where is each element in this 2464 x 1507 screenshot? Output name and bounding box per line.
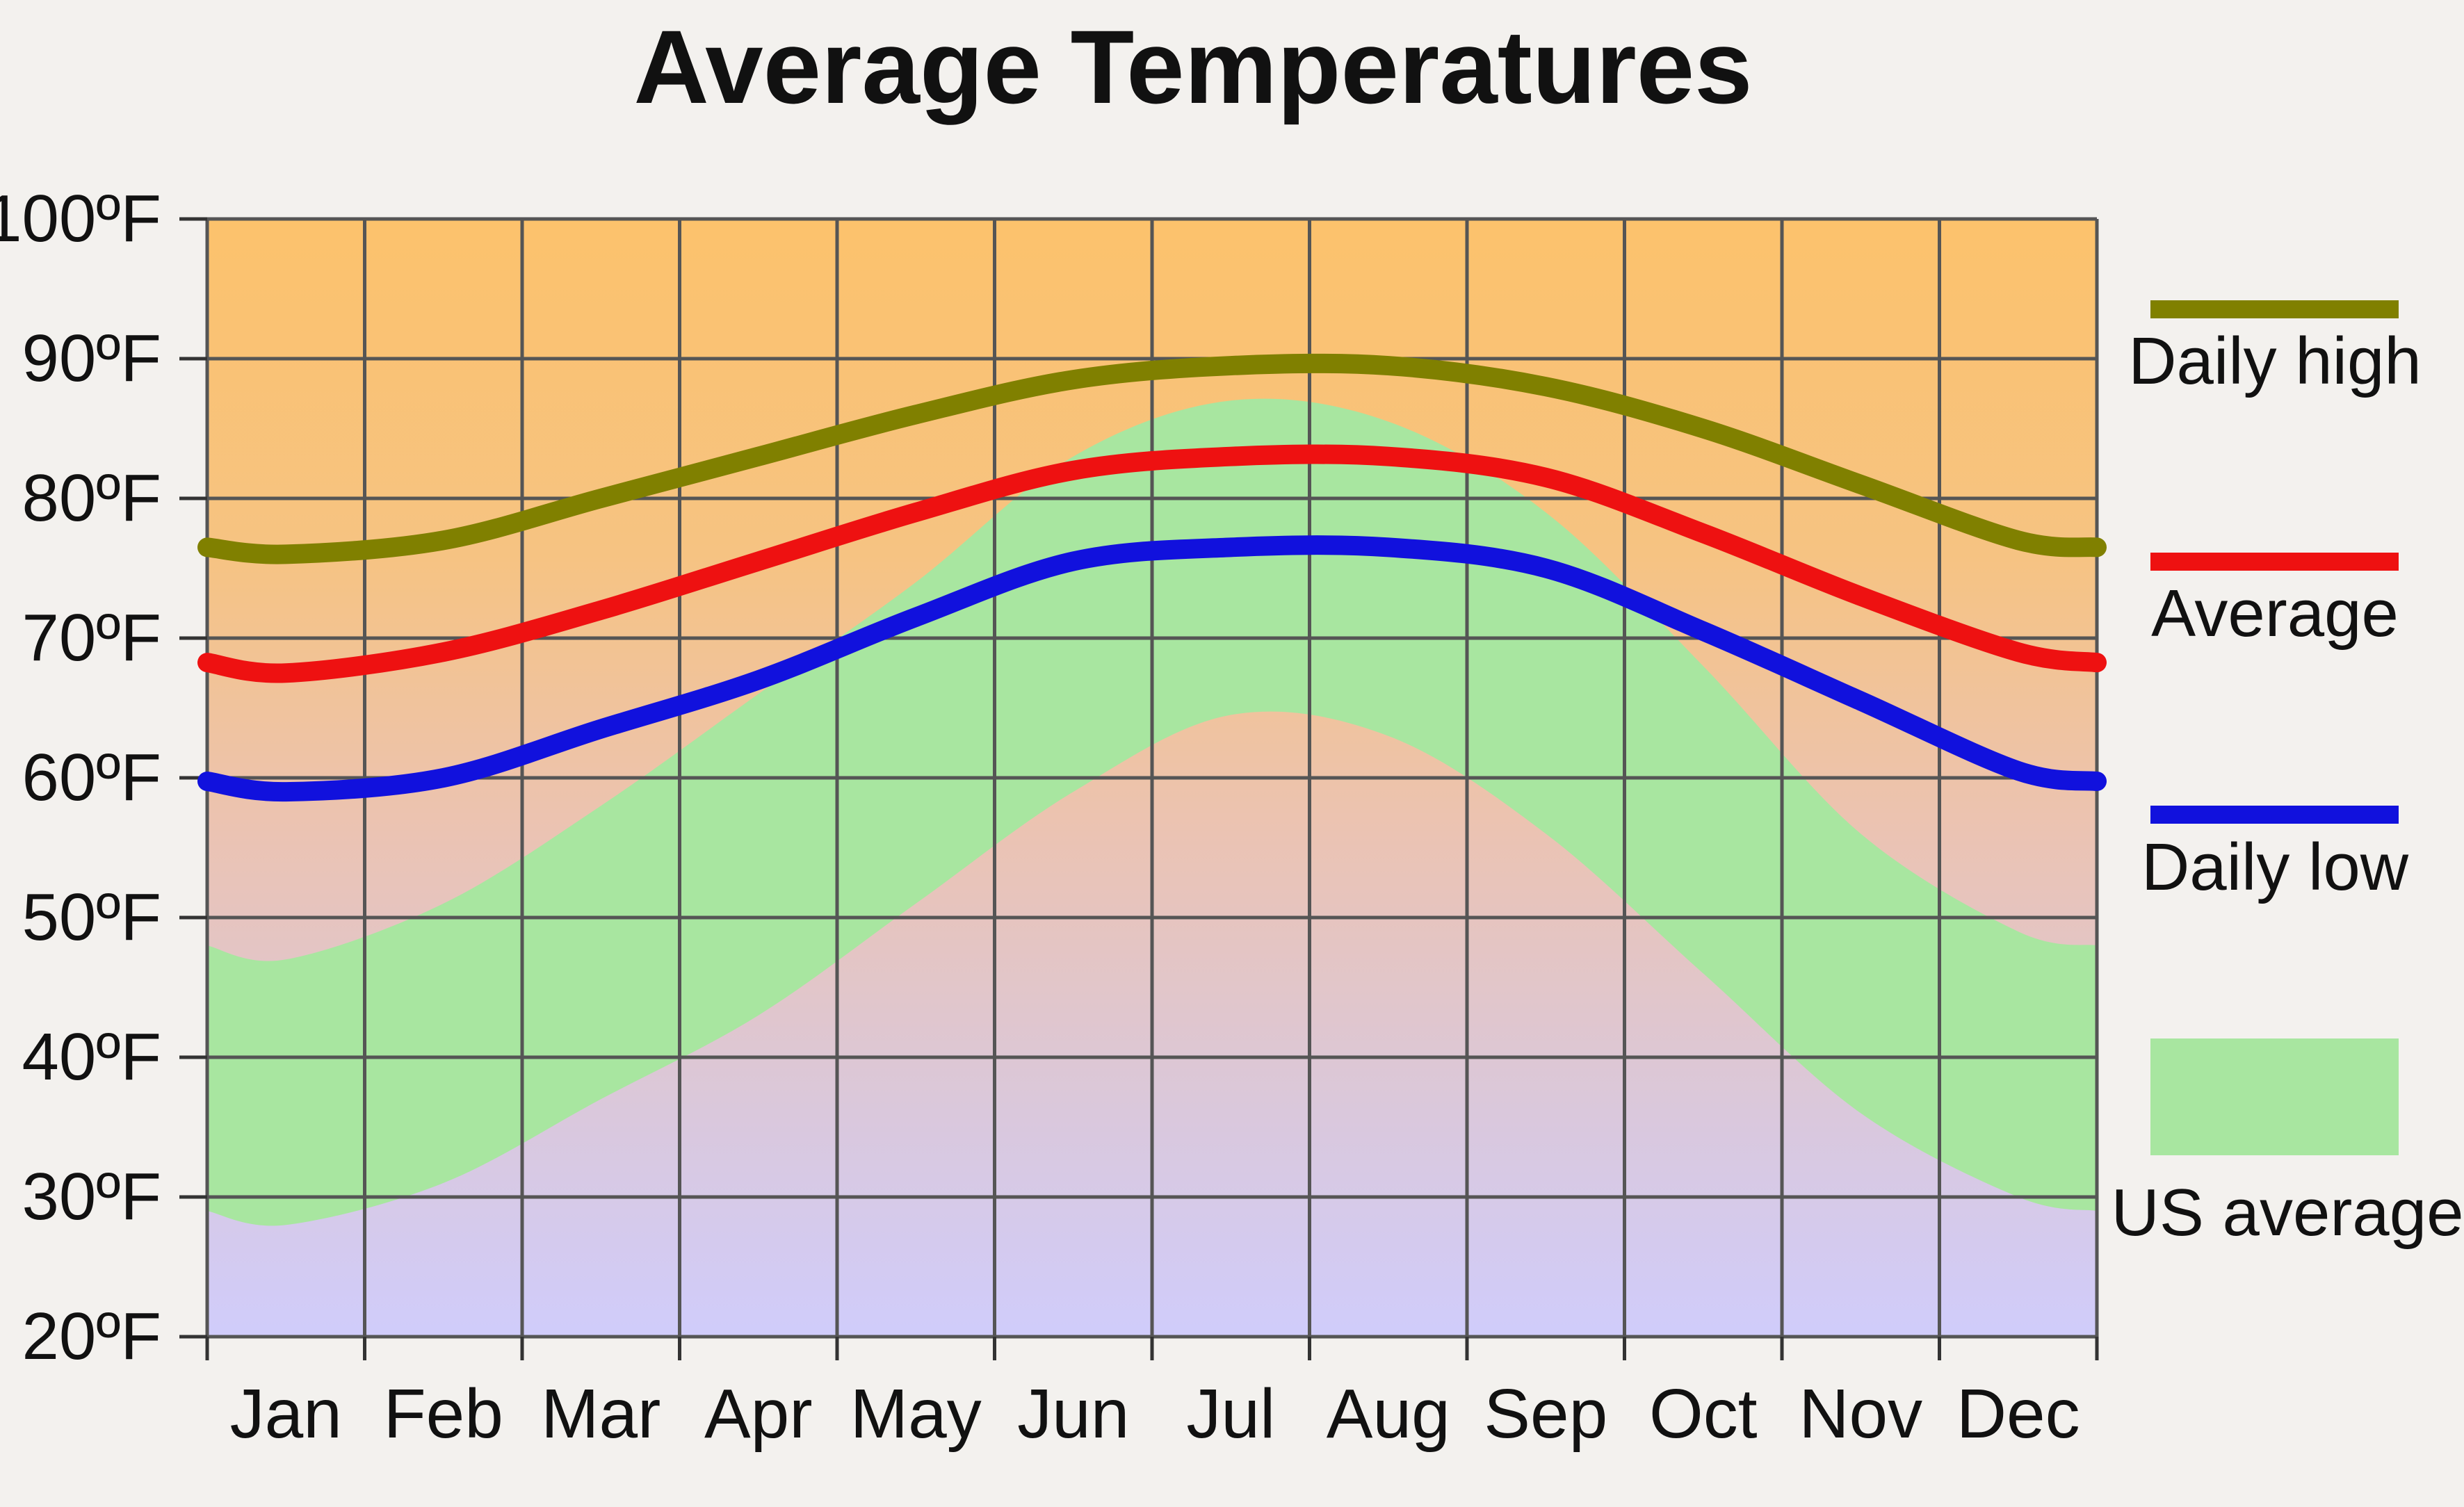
x-tick-label: Apr	[704, 1375, 813, 1453]
chart-title: Average Temperatures	[633, 8, 1752, 125]
x-tick-label: Jun	[1017, 1375, 1129, 1453]
y-tick-label: 60ºF	[22, 740, 161, 815]
y-tick-label: 80ºF	[22, 461, 161, 535]
x-tick-label: Feb	[384, 1375, 503, 1453]
legend-label: US average	[2112, 1175, 2464, 1250]
grid	[205, 217, 2099, 1339]
series-lines	[197, 353, 2107, 802]
y-axis-ticks: 100ºF 90ºF 80ºF 70ºF 60ºF 50ºF 40ºF 30ºF 20ºF	[0, 181, 207, 1374]
series-line	[197, 535, 2107, 802]
x-tick-label: Aug	[1327, 1375, 1450, 1453]
x-tick-label: Nov	[1799, 1375, 1922, 1453]
y-tick-label: 50ºF	[22, 880, 161, 954]
legend: Daily high Average Daily low US average	[2112, 300, 2464, 1250]
x-tick-label: May	[850, 1375, 982, 1453]
x-tick-label: Oct	[1649, 1375, 1758, 1453]
legend-label: Daily high	[2128, 324, 2422, 398]
y-tick-label: 40ºF	[22, 1020, 161, 1094]
y-tick-label: 70ºF	[22, 601, 161, 675]
legend-swatch	[2150, 1038, 2399, 1155]
x-tick-label: Mar	[541, 1375, 660, 1453]
y-tick-label: 100ºF	[0, 181, 161, 256]
legend-label: Average	[2151, 576, 2399, 651]
series-line	[197, 353, 2107, 564]
legend-label: Daily low	[2141, 830, 2409, 904]
x-tick-label: Jul	[1186, 1375, 1275, 1453]
x-tick-label: Jan	[230, 1375, 342, 1453]
y-tick-label: 90ºF	[22, 321, 161, 396]
x-axis-ticks: Jan Feb Mar Apr May Jun Jul Aug Sep Oct Nov Dec	[205, 1337, 2099, 1453]
x-tick-label: Dec	[1956, 1375, 2080, 1453]
y-tick-label: 20ºF	[22, 1299, 161, 1374]
x-tick-label: Sep	[1484, 1375, 1607, 1453]
series-line	[197, 444, 2107, 683]
y-tick-label: 30ºF	[22, 1159, 161, 1234]
